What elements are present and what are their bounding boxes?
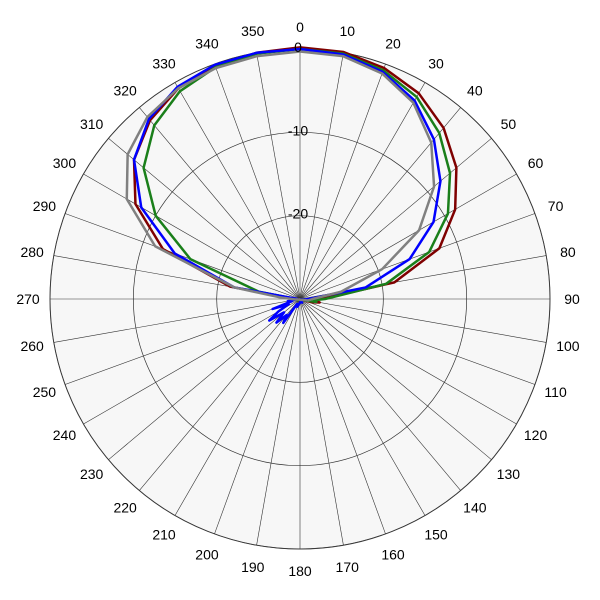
angle-label-60: 60: [528, 155, 544, 171]
spoke-300: [83, 173, 301, 300]
angle-label-20: 20: [385, 35, 401, 51]
angle-label-90: 90: [564, 291, 580, 307]
spoke-160: [299, 298, 386, 535]
angle-label-190: 190: [241, 559, 265, 575]
spoke-350: [256, 52, 301, 300]
angle-label-220: 220: [113, 499, 137, 515]
spoke-250: [64, 298, 301, 385]
angle-label-40: 40: [467, 83, 483, 99]
spoke-20: [299, 63, 386, 300]
angle-label-340: 340: [195, 35, 219, 51]
spoke-50: [299, 138, 492, 300]
angle-label-10: 10: [339, 23, 355, 39]
spoke-150: [299, 298, 426, 516]
radial-label-0: 0: [294, 39, 302, 55]
angle-label-150: 150: [424, 527, 448, 543]
angle-tick-labels: 0 10 20 30 40 50 60 70 80 90 100 110 120 130 140 150 160…: [16, 19, 580, 579]
spoke-140: [299, 298, 461, 491]
angle-label-180: 180: [288, 563, 312, 579]
angle-label-320: 320: [113, 83, 137, 99]
radial-label-1: -10: [288, 122, 308, 138]
spoke-340: [214, 63, 301, 300]
spoke-260: [53, 298, 301, 343]
angle-label-70: 70: [548, 198, 564, 214]
spoke-120: [299, 298, 517, 425]
angle-label-350: 350: [241, 23, 265, 39]
spoke-290: [64, 213, 301, 300]
angle-label-80: 80: [560, 244, 576, 260]
spoke-110: [299, 298, 536, 385]
radial-tick-labels: 0 -10 -20: [288, 39, 308, 222]
angle-label-110: 110: [544, 384, 567, 400]
spoke-310: [108, 138, 301, 300]
angle-label-30: 30: [428, 55, 444, 71]
angle-label-330: 330: [152, 55, 176, 71]
ring--20: [216, 215, 384, 383]
angle-label-250: 250: [33, 384, 57, 400]
spoke-130: [299, 298, 492, 460]
spoke-60: [299, 173, 517, 300]
spoke-10: [299, 52, 344, 300]
angle-label-140: 140: [463, 499, 487, 515]
angle-label-290: 290: [33, 198, 57, 214]
spoke-190: [256, 298, 301, 546]
angle-label-170: 170: [336, 559, 360, 575]
ring--10: [132, 131, 468, 467]
spoke-240: [83, 298, 301, 425]
series-line-3: [132, 47, 442, 325]
spoke-220: [139, 298, 301, 491]
spoke-200: [214, 298, 301, 535]
angle-label-300: 300: [53, 155, 77, 171]
angle-label-0: 0: [296, 19, 304, 35]
spoke-70: [299, 213, 536, 300]
radial-label-2: -20: [288, 206, 308, 222]
spoke-30: [299, 82, 426, 300]
series-group: [125, 46, 458, 325]
spoke-170: [299, 298, 344, 546]
angle-label-120: 120: [524, 427, 548, 443]
angle-label-210: 210: [152, 527, 176, 543]
angle-label-230: 230: [80, 466, 104, 482]
angle-label-260: 260: [20, 338, 44, 354]
spoke-230: [108, 298, 301, 460]
angle-label-310: 310: [80, 116, 104, 132]
angle-label-160: 160: [381, 547, 405, 563]
angle-label-240: 240: [53, 427, 77, 443]
spoke-320: [139, 107, 301, 300]
angle-label-280: 280: [20, 244, 44, 260]
angle-label-200: 200: [195, 547, 219, 563]
series-line-4: [125, 50, 436, 302]
angle-label-100: 100: [556, 338, 580, 354]
angle-label-130: 130: [497, 466, 521, 482]
spoke-330: [174, 82, 301, 300]
angle-label-270: 270: [16, 291, 40, 307]
spoke-210: [174, 298, 301, 516]
angle-label-50: 50: [501, 116, 517, 132]
spoke-100: [299, 298, 547, 343]
